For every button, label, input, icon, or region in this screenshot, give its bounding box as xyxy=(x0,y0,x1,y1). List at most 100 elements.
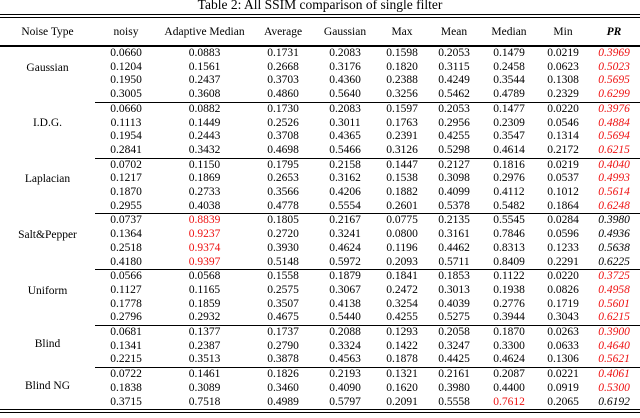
ssim-value-cell: 0.0284 xyxy=(547,214,579,227)
ssim-value-cell: 0.1879 xyxy=(329,270,361,283)
ssim-value-cell: 0.2841 xyxy=(95,143,157,159)
ssim-value-cell: 0.3507 xyxy=(267,297,299,310)
table-row: 0.2215 0.3513 0.3878 0.4563 0.1878 0.4425 0.46… xyxy=(0,353,640,369)
ssim-value-cell: 0.4860 xyxy=(252,88,314,103)
ssim-value-cell: 0.2091 xyxy=(386,395,418,408)
ssim-value-cell: 0.3176 xyxy=(329,60,361,73)
ssim-value-cell: 0.5466 xyxy=(314,143,376,159)
ssim-value-cell: 0.1308 xyxy=(547,74,579,87)
ssim-value-cell: 0.4614 xyxy=(480,143,538,159)
ssim-value-cell: 0.2083 xyxy=(329,47,361,59)
ssim-value-cell: 0.4112 xyxy=(493,186,525,199)
ssim-value-cell: 0.2388 xyxy=(386,74,418,87)
ssim-value-cell: 0.3708 xyxy=(267,130,299,143)
ssim-value-cell: 0.1150 xyxy=(188,158,221,171)
ssim-value-cell: 0.3566 xyxy=(267,186,299,199)
noise-group-gaussian: Gaussian 0.0660 0.0883 0.1731 0.2083 0.1598 0.… xyxy=(0,46,640,103)
ssim-value-cell: 0.1778 xyxy=(110,297,142,310)
noise-type-label: I.D.G. xyxy=(32,117,63,130)
header-row: Noise Type noisy Adaptive Median Average… xyxy=(0,16,640,47)
ssim-value-cell: 0.0596 xyxy=(547,228,579,241)
ssim-value-cell: 0.4365 xyxy=(329,130,361,143)
column-header-gaussian: Gaussian xyxy=(314,16,376,47)
ssim-value-cell: 0.2387 xyxy=(188,339,221,352)
ssim-value-cell: 0.3930 xyxy=(267,241,299,254)
ssim-value-cell: 0.3324 xyxy=(329,339,361,352)
ssim-value-cell: 0.2172 xyxy=(538,143,588,159)
ssim-value-cell: 0.1377 xyxy=(188,326,221,339)
ssim-value-cell: 0.2391 xyxy=(386,130,418,143)
ssim-value-cell: 0.5378 xyxy=(428,199,480,215)
ssim-value-cell: 0.2518 xyxy=(110,241,142,254)
ssim-value-cell: 0.3300 xyxy=(493,339,525,352)
ssim-value-cell: 0.0546 xyxy=(547,116,579,129)
ssim-value-cell: 0.2956 xyxy=(438,116,470,129)
ssim-value-cell: 0.1461 xyxy=(188,368,221,381)
ssim-value-cell: 0.3460 xyxy=(267,381,299,394)
ssim-value-cell: 0.4138 xyxy=(329,297,361,310)
pr-value-cell: 0.4640 xyxy=(598,339,630,352)
ssim-value-cell: 0.0568 xyxy=(188,270,221,283)
ssim-value-cell: 0.3703 xyxy=(267,74,299,87)
table-row: 0.1950 0.2437 0.3703 0.4360 0.2388 0.4249 0.35… xyxy=(0,74,640,88)
ssim-value-cell: 0.0702 xyxy=(110,158,142,171)
ssim-value-cell: 0.4255 xyxy=(376,311,428,327)
table-row: 0.1364 0.9237 0.2720 0.3241 0.0800 0.3161 0.78… xyxy=(0,228,640,242)
ssim-value-cell: 0.5711 xyxy=(428,255,480,271)
ssim-value-cell: 0.0775 xyxy=(386,214,418,227)
ssim-value-cell: 0.3115 xyxy=(438,60,470,73)
ssim-value-cell: 0.1196 xyxy=(386,241,418,254)
ssim-value-cell: 0.1620 xyxy=(386,381,418,394)
ssim-value-cell: 0.5972 xyxy=(314,255,376,271)
ssim-value-cell: 0.2733 xyxy=(188,186,221,199)
ssim-value-cell: 0.0263 xyxy=(547,326,579,339)
ssim-value-cell: 0.1217 xyxy=(110,172,142,185)
ssim-value-cell: 0.1321 xyxy=(386,368,418,381)
ssim-value-cell: 0.4624 xyxy=(329,241,361,254)
pr-value-cell: 0.6215 xyxy=(588,143,640,159)
noise-group-uniform: Uniform 0.0566 0.0568 0.1558 0.1879 0.1841 0.1… xyxy=(0,270,640,327)
ssim-value-cell: 0.2193 xyxy=(329,368,361,381)
pr-value-cell: 0.4958 xyxy=(598,283,630,296)
ssim-value-cell: 0.0537 xyxy=(547,172,579,185)
pr-value-cell: 0.5300 xyxy=(598,381,630,394)
ssim-value-cell: 0.4099 xyxy=(438,186,470,199)
ssim-value-cell: 0.2291 xyxy=(538,255,588,271)
ssim-value-cell: 0.3247 xyxy=(438,339,470,352)
column-header-max: Max xyxy=(376,16,428,47)
ssim-value-cell: 0.4462 xyxy=(438,241,470,254)
ssim-value-cell: 0.1127 xyxy=(110,283,142,296)
ssim-value-cell: 0.1597 xyxy=(386,102,418,115)
pr-value-cell: 0.5694 xyxy=(598,130,630,143)
ssim-value-cell: 0.0681 xyxy=(110,326,142,339)
ssim-results-table: Noise Type noisy Adaptive Median Average… xyxy=(0,14,640,414)
ssim-value-cell: 0.1870 xyxy=(493,326,525,339)
ssim-value-cell: 0.4675 xyxy=(252,311,314,327)
noise-group-blind: Blind 0.0681 0.1377 0.1737 0.2088 0.1293 0.205… xyxy=(0,326,640,369)
ssim-value-cell: 0.3980 xyxy=(438,381,470,394)
ssim-value-cell: 0.1730 xyxy=(267,102,299,115)
ssim-value-cell: 0.1731 xyxy=(267,47,299,59)
pr-value-cell: 0.4884 xyxy=(598,116,630,129)
pr-value-cell: 0.3976 xyxy=(598,102,630,115)
noise-group-i-d-g-: I.D.G. 0.0660 0.0882 0.1730 0.2083 0.1597 0.20… xyxy=(0,102,640,159)
ssim-value-cell: 0.1204 xyxy=(110,60,142,73)
ssim-value-cell: 0.2437 xyxy=(188,74,221,87)
noise-group-salt-pepper: Salt&Pepper 0.0737 0.8839 0.1805 0.2167 0.077… xyxy=(0,214,640,271)
ssim-value-cell: 0.3432 xyxy=(157,143,252,159)
ssim-value-cell: 0.3067 xyxy=(329,283,361,296)
ssim-value-cell: 0.7518 xyxy=(188,395,221,408)
ssim-value-cell: 0.4249 xyxy=(438,74,470,87)
ssim-value-cell: 0.1859 xyxy=(188,297,221,310)
ssim-value-cell: 0.3161 xyxy=(438,228,470,241)
pr-value-cell: 0.6299 xyxy=(588,88,640,103)
column-header-noise-type: Noise Type xyxy=(0,16,95,47)
ssim-value-cell: 0.8409 xyxy=(480,255,538,271)
ssim-value-cell: 0.1165 xyxy=(188,283,221,296)
ssim-value-cell: 0.2790 xyxy=(267,339,299,352)
ssim-value-cell: 0.1795 xyxy=(267,158,299,171)
ssim-value-cell: 0.3241 xyxy=(329,228,361,241)
noise-group-blind-ng: Blind NG 0.0722 0.1461 0.1826 0.2193 0.1321 0.… xyxy=(0,368,640,412)
ssim-value-cell: 0.0219 xyxy=(547,158,579,171)
ssim-value-cell: 0.5440 xyxy=(314,311,376,327)
